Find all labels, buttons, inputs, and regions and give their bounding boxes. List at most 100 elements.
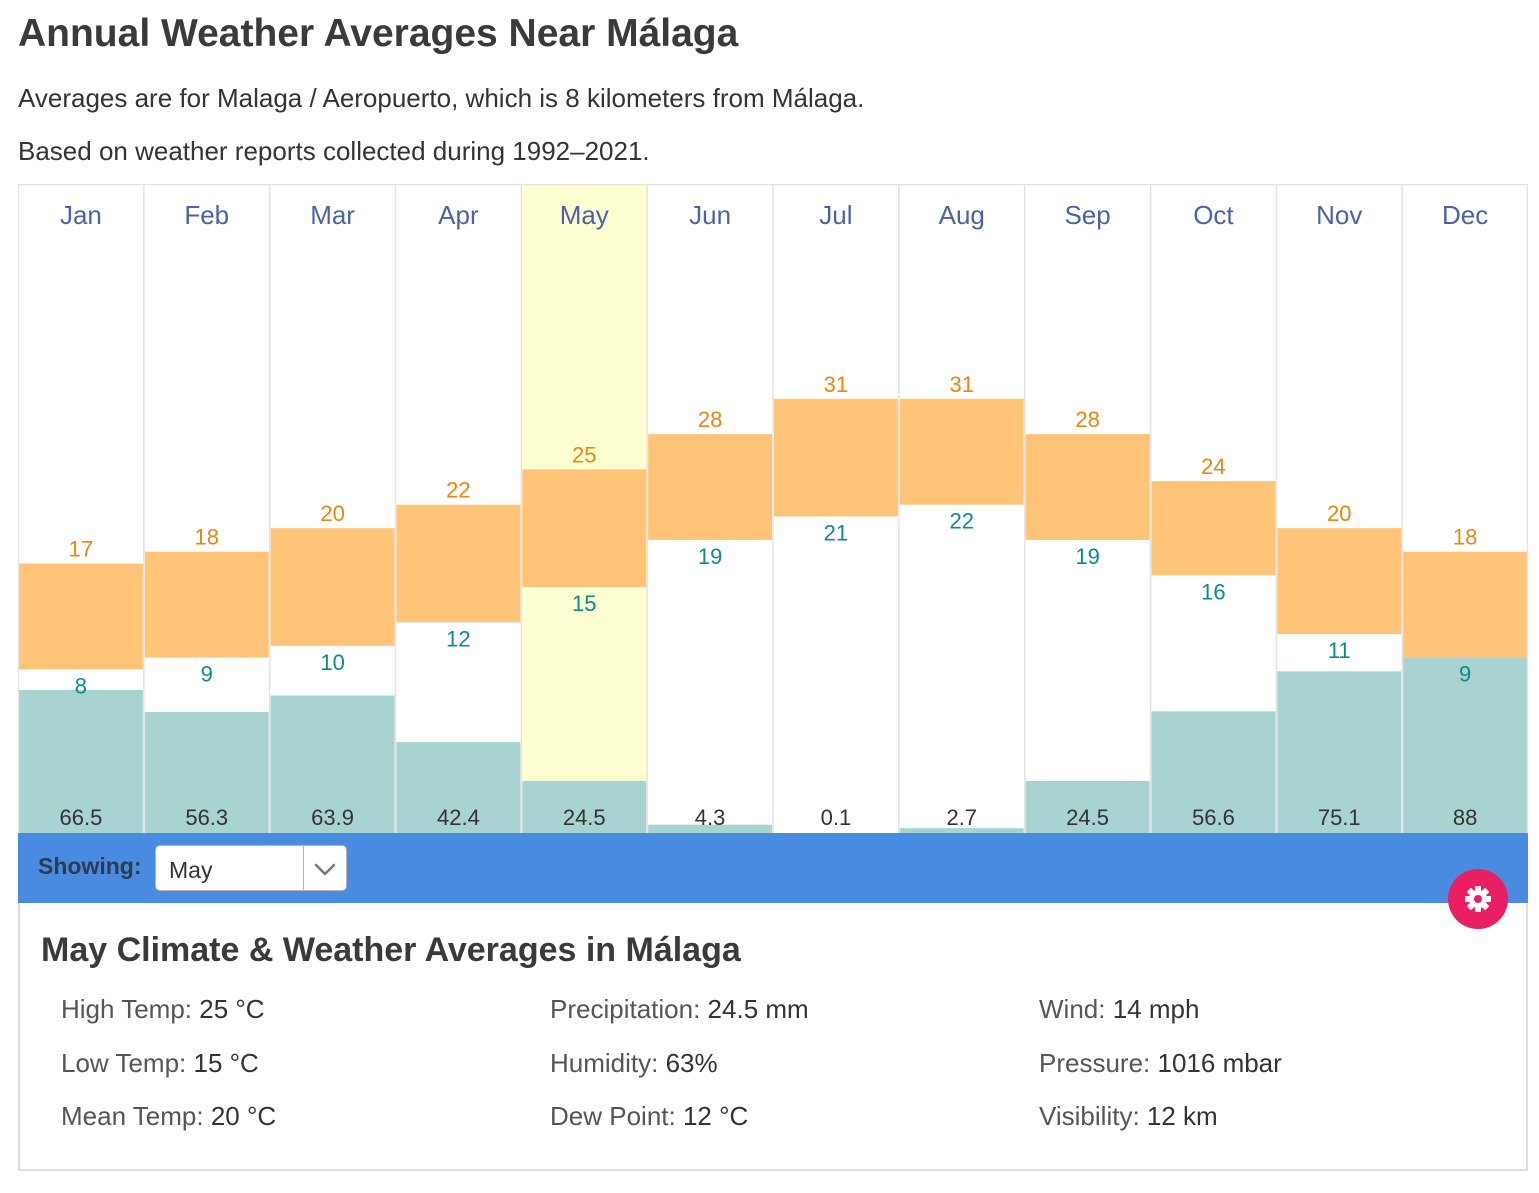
precip-label-apr: 42.4 [437,805,480,830]
month-label-jan: Jan [60,200,102,230]
high-temp-label-nov: 20 [1327,501,1351,526]
stat-label: High Temp: [61,994,193,1024]
stat-pressure: Pressure: 1016 mbar [1039,1048,1282,1079]
month-label-dec: Dec [1442,200,1488,230]
stat-precipitation: Precipitation: 24.5 mm [550,994,809,1025]
precip-bar-sep [1025,780,1150,834]
stat-mean-temp: Mean Temp: 20 °C [61,1101,276,1132]
low-temp-label-apr: 12 [446,626,470,651]
low-temp-label-sep: 19 [1075,544,1099,569]
precip-bar-feb [144,712,269,834]
stat-value: 1016 mbar [1157,1048,1282,1078]
stat-value: 15 °C [193,1048,259,1078]
high-temp-label-jul: 31 [824,372,848,397]
stat-value: 63% [665,1048,718,1078]
precip-bar-aug [899,828,1024,834]
month-label-sep: Sep [1064,200,1110,230]
high-temp-label-apr: 22 [446,478,470,503]
stat-label: Low Temp: [61,1048,187,1078]
temp-bar-feb [144,551,269,658]
low-temp-label-jul: 21 [824,520,848,545]
weather-chart: Jan 17 8 66.5 Feb 18 9 56.3 Mar 20 10 63.9 Apr 22 12 42… [18,184,1528,834]
stat-label: Dew Point: [550,1101,676,1131]
precip-label-dec: 88 [1453,805,1477,830]
precip-label-sep: 24.5 [1066,805,1109,830]
precip-label-oct: 56.6 [1192,805,1235,830]
station-info: Averages are for Malaga / Aeropuerto, wh… [18,83,865,113]
temp-bar-nov [1277,528,1402,635]
temp-bar-aug [899,398,1024,505]
stat-dew-point: Dew Point: 12 °C [550,1101,748,1132]
precip-label-aug: 2.7 [946,805,977,830]
high-temp-label-mar: 20 [320,501,344,526]
precip-bar-dec [1403,643,1527,834]
stat-high-temp: High Temp: 25 °C [61,994,265,1025]
low-temp-label-mar: 10 [320,650,344,675]
high-temp-label-dec: 18 [1453,525,1477,550]
month-label-aug: Aug [939,200,985,230]
month-label-apr: Apr [438,200,479,230]
high-temp-label-jan: 17 [69,537,93,562]
temp-bar-jul [774,398,898,517]
precip-label-mar: 63.9 [311,805,354,830]
temp-bar-oct [1151,481,1276,576]
month-label-may: May [560,200,609,230]
stat-humidity: Humidity: 63% [550,1048,718,1079]
gear-icon [1465,886,1491,912]
precip-bar-jun [648,824,772,834]
precip-label-jun: 4.3 [695,805,726,830]
precip-label-jan: 66.5 [60,805,103,830]
temp-bar-dec [1403,551,1527,658]
month-label-nov: Nov [1316,200,1362,230]
precip-bar-jan [19,689,143,834]
high-temp-label-may: 25 [572,442,596,467]
stat-label: Pressure: [1039,1048,1151,1078]
high-temp-label-oct: 24 [1201,454,1225,479]
precip-bar-oct [1151,711,1276,834]
month-label-jul: Jul [819,200,852,230]
low-temp-label-jun: 19 [698,544,722,569]
month-details-panel: May Climate & Weather Averages in Málaga… [18,903,1528,1171]
low-temp-label-oct: 16 [1201,579,1225,604]
showing-label: Showing: [38,853,142,879]
select-divider [303,846,304,890]
details-title: May Climate & Weather Averages in Málaga [41,931,741,969]
low-temp-label-nov: 11 [1328,638,1351,663]
stat-value: 20 °C [210,1101,277,1131]
temp-bar-jan [19,563,143,670]
temp-bar-sep [1025,434,1150,540]
stat-label: Precipitation: [550,994,701,1024]
stat-low-temp: Low Temp: 15 °C [61,1048,259,1079]
data-period-info: Based on weather reports collected durin… [18,136,650,166]
stat-label: Mean Temp: [61,1101,204,1131]
temp-bar-apr [396,504,521,623]
month-label-mar: Mar [310,200,355,230]
low-temp-label-aug: 22 [950,509,974,534]
precip-bar-may [522,780,647,834]
stat-value: 12 °C [682,1101,749,1131]
month-label-feb: Feb [184,200,229,230]
temp-bar-mar [270,528,395,646]
temp-bar-may [522,469,647,588]
stat-label: Humidity: [550,1048,659,1078]
settings-button[interactable] [1448,869,1508,929]
low-temp-label-feb: 9 [201,662,213,687]
low-temp-label-may: 15 [572,591,596,616]
stat-value: 25 °C [199,994,265,1024]
month-select[interactable]: May [155,845,347,891]
high-temp-label-aug: 31 [950,372,974,397]
low-temp-label-jan: 8 [75,673,87,698]
stat-wind: Wind: 14 mph [1039,994,1199,1025]
month-label-jun: Jun [689,200,731,230]
stat-label: Wind: [1039,994,1106,1024]
month-selector-bar: Showing: May [18,833,1528,903]
page-title: Annual Weather Averages Near Málaga [18,12,739,55]
stat-label: Visibility: [1039,1101,1140,1131]
high-temp-label-feb: 18 [195,525,219,550]
precip-label-jul: 0.1 [821,805,852,830]
temp-bar-jun [648,434,772,540]
low-temp-label-dec: 9 [1459,662,1471,687]
high-temp-label-sep: 28 [1075,407,1099,432]
stat-value: 14 mph [1112,994,1200,1024]
precip-bar-apr [396,742,521,834]
